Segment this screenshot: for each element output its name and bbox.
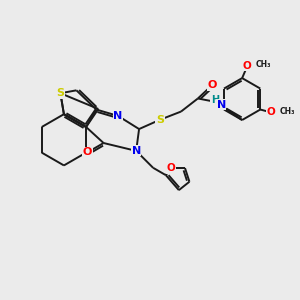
Text: N: N [131, 146, 141, 156]
Text: O: O [83, 147, 92, 157]
Text: S: S [156, 115, 164, 125]
Text: O: O [243, 61, 252, 71]
Text: N: N [113, 111, 123, 121]
Text: O: O [207, 80, 217, 90]
Text: CH₃: CH₃ [280, 107, 295, 116]
Text: N: N [217, 100, 226, 110]
Text: CH₃: CH₃ [256, 60, 271, 69]
Text: S: S [56, 88, 64, 98]
Text: O: O [166, 163, 175, 173]
Text: H: H [211, 94, 219, 105]
Text: O: O [267, 107, 276, 117]
